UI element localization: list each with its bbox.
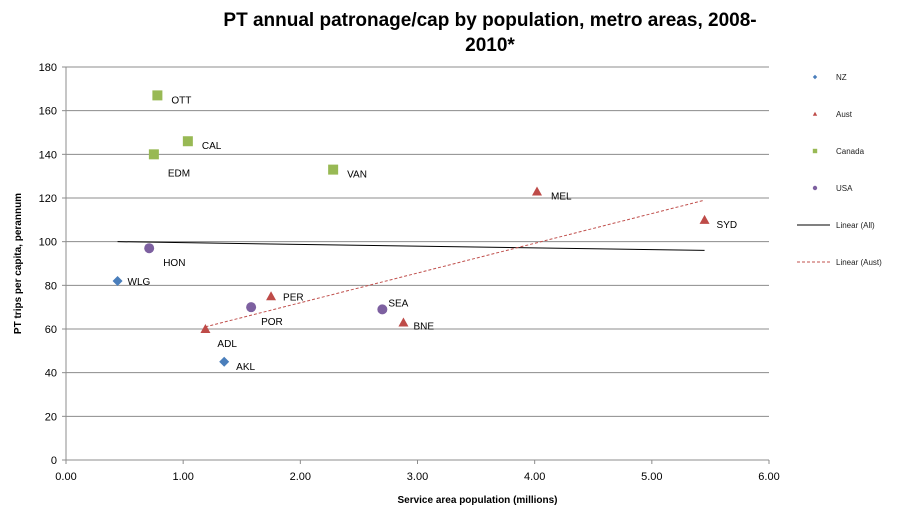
point-mel	[532, 186, 543, 196]
y-tick-label-40: 40	[45, 368, 57, 380]
point-syd	[699, 214, 710, 224]
point-label-adl: ADL	[217, 339, 237, 350]
y-tick-label-180: 180	[39, 62, 57, 74]
legend-marker-canada	[812, 148, 818, 154]
trendline-linear-aust	[205, 199, 705, 328]
legend-label-canada: Canada	[836, 147, 865, 156]
point-adl	[200, 324, 211, 333]
legend-label-linear-all: Linear (All)	[836, 221, 875, 230]
x-tick-label-1.00: 1.00	[172, 471, 193, 483]
y-tick-label-80: 80	[45, 280, 57, 292]
x-tick-label-0.00: 0.00	[55, 471, 76, 483]
legend-label-linear-aust: Linear (Aust)	[836, 258, 882, 267]
x-tick-label-2.00: 2.00	[290, 471, 311, 483]
point-label-sea: SEA	[388, 298, 408, 309]
point-label-cal: CAL	[202, 141, 222, 152]
point-label-wlg: WLG	[128, 277, 151, 288]
point-per	[266, 291, 277, 301]
point-label-van: VAN	[347, 170, 367, 181]
point-edm	[148, 149, 159, 160]
x-tick-label-6.00: 6.00	[758, 471, 779, 483]
point-sea	[377, 304, 388, 315]
y-tick-label-0: 0	[51, 455, 57, 467]
legend-marker-nz	[812, 74, 818, 80]
legend-label-usa: USA	[836, 184, 853, 193]
point-label-hon: HON	[163, 258, 185, 269]
y-tick-label-140: 140	[39, 149, 57, 161]
x-tick-label-5.00: 5.00	[641, 471, 662, 483]
point-van	[328, 164, 339, 175]
point-label-edm: EDM	[168, 168, 190, 179]
point-wlg	[112, 275, 123, 286]
y-tick-label-160: 160	[39, 106, 57, 118]
x-tick-label-4.00: 4.00	[524, 471, 545, 483]
legend-marker-usa	[812, 185, 818, 191]
chart-title-line2: 2010*	[465, 35, 515, 56]
legend-marker-aust	[812, 111, 818, 116]
point-label-bne: BNE	[413, 321, 434, 332]
trendline-linear-all	[117, 241, 705, 251]
point-label-ott: OTT	[171, 95, 191, 106]
point-label-syd: SYD	[717, 220, 738, 231]
point-cal	[182, 136, 193, 147]
chart-title-line1: PT annual patronage/cap by population, m…	[223, 10, 757, 31]
point-akl	[219, 356, 230, 367]
y-tick-label-60: 60	[45, 324, 57, 336]
point-label-per: PER	[283, 292, 304, 303]
point-por	[246, 302, 257, 313]
point-label-akl: AKL	[236, 362, 255, 373]
x-axis-label: Service area population (millions)	[397, 495, 557, 506]
point-label-mel: MEL	[551, 191, 572, 202]
point-bne	[398, 317, 409, 327]
chart-title: PT annual patronage/cap by population, m…	[150, 8, 830, 58]
y-axis-label: PT trips per capita, perannum	[13, 193, 24, 334]
y-tick-label-120: 120	[39, 193, 57, 205]
legend-label-aust: Aust	[836, 110, 853, 119]
x-tick-label-3.00: 3.00	[407, 471, 428, 483]
point-label-por: POR	[261, 317, 283, 328]
point-ott	[152, 90, 163, 101]
point-hon	[144, 243, 155, 254]
y-tick-label-100: 100	[39, 237, 57, 249]
y-tick-label-20: 20	[45, 411, 57, 423]
legend-label-nz: NZ	[836, 73, 847, 82]
